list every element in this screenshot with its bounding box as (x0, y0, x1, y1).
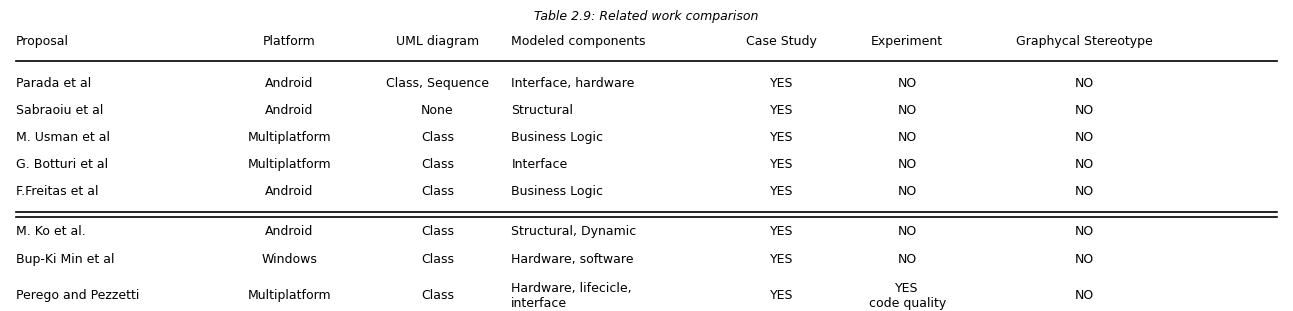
Text: NO: NO (897, 225, 917, 238)
Text: Table 2.9: Related work comparison: Table 2.9: Related work comparison (534, 10, 759, 23)
Text: Hardware, lifecicle,
interface: Hardware, lifecicle, interface (511, 282, 632, 310)
Text: Business Logic: Business Logic (511, 185, 604, 198)
Text: Experiment: Experiment (871, 35, 944, 48)
Text: Interface: Interface (511, 158, 568, 171)
Text: NO: NO (897, 158, 917, 171)
Text: Business Logic: Business Logic (511, 131, 604, 144)
Text: NO: NO (1074, 253, 1094, 266)
Text: Proposal: Proposal (16, 35, 69, 48)
Text: NO: NO (1074, 225, 1094, 238)
Text: Multiplatform: Multiplatform (247, 289, 331, 302)
Text: Structural, Dynamic: Structural, Dynamic (511, 225, 636, 238)
Text: NO: NO (1074, 131, 1094, 144)
Text: Perego and Pezzetti: Perego and Pezzetti (16, 289, 140, 302)
Text: Class: Class (420, 253, 454, 266)
Text: Class, Sequence: Class, Sequence (385, 77, 489, 90)
Text: YES: YES (769, 253, 794, 266)
Text: NO: NO (1074, 185, 1094, 198)
Text: M. Ko et al.: M. Ko et al. (16, 225, 85, 238)
Text: Graphycal Stereotype: Graphycal Stereotype (1016, 35, 1152, 48)
Text: YES: YES (769, 225, 794, 238)
Text: Bup-Ki Min et al: Bup-Ki Min et al (16, 253, 114, 266)
Text: F.Freitas et al: F.Freitas et al (16, 185, 98, 198)
Text: YES: YES (769, 158, 794, 171)
Text: YES: YES (769, 131, 794, 144)
Text: Case Study: Case Study (746, 35, 817, 48)
Text: Class: Class (420, 131, 454, 144)
Text: NO: NO (1074, 158, 1094, 171)
Text: NO: NO (897, 253, 917, 266)
Text: YES
code quality: YES code quality (869, 282, 946, 310)
Text: NO: NO (1074, 289, 1094, 302)
Text: Interface, hardware: Interface, hardware (511, 77, 635, 90)
Text: None: None (422, 104, 454, 117)
Text: UML diagram: UML diagram (396, 35, 478, 48)
Text: M. Usman et al: M. Usman et al (16, 131, 110, 144)
Text: Parada et al: Parada et al (16, 77, 91, 90)
Text: Multiplatform: Multiplatform (247, 158, 331, 171)
Text: Class: Class (420, 185, 454, 198)
Text: YES: YES (769, 77, 794, 90)
Text: Android: Android (265, 104, 313, 117)
Text: NO: NO (897, 77, 917, 90)
Text: G. Botturi et al: G. Botturi et al (16, 158, 107, 171)
Text: YES: YES (769, 289, 794, 302)
Text: YES: YES (769, 185, 794, 198)
Text: Platform: Platform (262, 35, 315, 48)
Text: NO: NO (1074, 77, 1094, 90)
Text: Modeled components: Modeled components (511, 35, 645, 48)
Text: Structural: Structural (511, 104, 573, 117)
Text: NO: NO (897, 185, 917, 198)
Text: Class: Class (420, 225, 454, 238)
Text: YES: YES (769, 104, 794, 117)
Text: Class: Class (420, 158, 454, 171)
Text: NO: NO (1074, 104, 1094, 117)
Text: Android: Android (265, 185, 313, 198)
Text: Hardware, software: Hardware, software (511, 253, 634, 266)
Text: Android: Android (265, 77, 313, 90)
Text: Windows: Windows (261, 253, 317, 266)
Text: NO: NO (897, 104, 917, 117)
Text: Class: Class (420, 289, 454, 302)
Text: NO: NO (897, 131, 917, 144)
Text: Android: Android (265, 225, 313, 238)
Text: Multiplatform: Multiplatform (247, 131, 331, 144)
Text: Sabraoiu et al: Sabraoiu et al (16, 104, 103, 117)
